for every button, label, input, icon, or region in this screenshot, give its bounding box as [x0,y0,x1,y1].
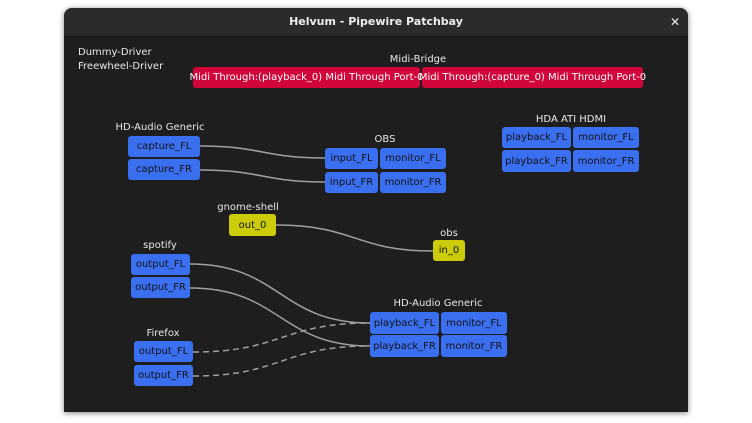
port-obs-input-fl[interactable]: input_FL [325,148,378,169]
link-out0-in0[interactable] [275,224,434,252]
port-hdmi-monitor-fr[interactable]: monitor_FR [573,150,639,172]
node-title-obs-video: obs [440,228,458,239]
port-midi-capture[interactable]: Midi Through:(capture_0) Midi Through Po… [419,67,646,88]
node-title-firefox: Firefox [146,328,180,339]
node-title-hd-audio-output: HD-Audio Generic [393,298,483,309]
node-title-hd-audio-input: HD-Audio Generic [115,122,205,133]
link-firefox-fr-playback-fr[interactable] [192,345,371,377]
port-monitor-fl[interactable]: monitor_FL [441,312,507,334]
link-spotify-fl-playback-fl[interactable] [189,263,371,324]
port-obs-monitor-fr[interactable]: monitor_FR [380,172,446,193]
node-dummy-driver[interactable]: Dummy-Driver [78,47,152,58]
graph-canvas[interactable]: Dummy-Driver Freewheel-Driver Midi-Bridg… [64,8,688,412]
helvum-window: Helvum - Pipewire Patchbay ✕ Dummy-Drive… [64,8,688,412]
link-capture-fr-input-fr[interactable] [199,169,326,183]
link-capture-fl-input-fl[interactable] [199,145,326,159]
port-capture-fl[interactable]: capture_FL [128,136,200,157]
port-midi-playback[interactable]: Midi Through:(playback_0) Midi Through P… [190,67,424,88]
port-hdmi-playback-fr[interactable]: playback_FR [502,150,571,172]
node-title-midi-bridge: Midi-Bridge [389,54,447,65]
close-icon[interactable]: ✕ [669,15,680,29]
port-hdmi-monitor-fl[interactable]: monitor_FL [573,127,639,148]
link-firefox-fl-playback-fl[interactable] [192,322,371,353]
port-obs-input-fr[interactable]: input_FR [325,172,378,193]
port-spotify-output-fr[interactable]: output_FR [131,277,190,298]
port-hdmi-playback-fl[interactable]: playback_FL [502,127,571,148]
port-monitor-fr[interactable]: monitor_FR [441,335,507,357]
node-title-gnome-shell: gnome-shell [217,202,279,213]
port-playback-fl[interactable]: playback_FL [370,312,439,334]
node-title-spotify: spotify [143,240,177,251]
links-layer [189,145,434,377]
port-gnome-shell-out0[interactable]: out_0 [229,214,276,236]
port-obs-in0[interactable]: in_0 [433,240,465,261]
port-spotify-output-fl[interactable]: output_FL [131,254,190,275]
node-freewheel-driver[interactable]: Freewheel-Driver [78,61,164,72]
port-firefox-output-fr[interactable]: output_FR [134,365,193,386]
titlebar: Helvum - Pipewire Patchbay ✕ [64,8,688,37]
port-firefox-output-fl[interactable]: output_FL [134,341,193,362]
port-playback-fr[interactable]: playback_FR [370,335,439,357]
port-capture-fr[interactable]: capture_FR [128,159,200,180]
node-title-obs: OBS [374,134,396,145]
port-obs-monitor-fl[interactable]: monitor_FL [380,148,446,169]
node-title-hda-hdmi: HDA ATI HDMI [535,114,607,125]
window-title: Helvum - Pipewire Patchbay [289,15,463,28]
link-spotify-fr-playback-fr[interactable] [189,287,371,347]
